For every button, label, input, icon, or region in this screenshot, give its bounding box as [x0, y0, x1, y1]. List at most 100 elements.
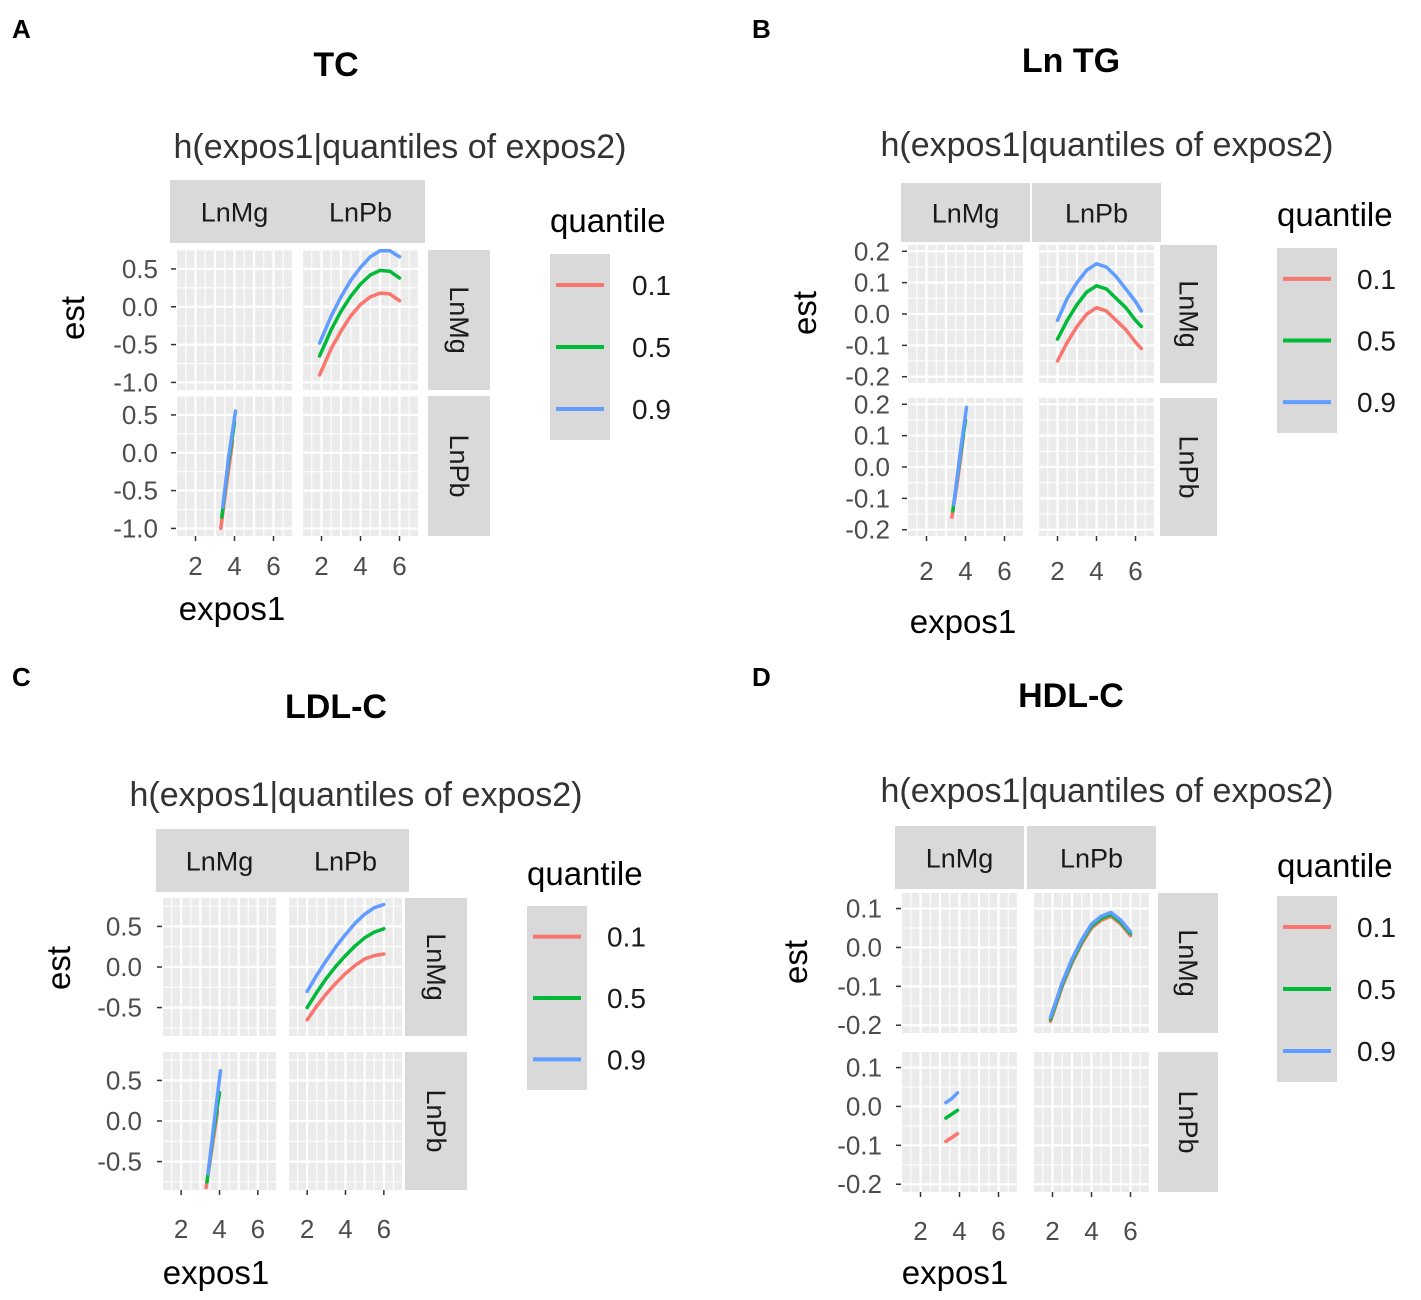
- facet-strip-row: [1158, 1052, 1218, 1192]
- x-tick-label: 2: [188, 551, 202, 581]
- plot-subtitle: h(expos1|quantiles of expos2): [880, 126, 1333, 164]
- facet-strip-row: [1160, 398, 1217, 536]
- y-tick-label: 0.5: [122, 254, 158, 284]
- y-tick-label: -1.0: [113, 367, 158, 397]
- y-tick-label: -0.5: [97, 993, 142, 1023]
- series-line-0.9: [952, 405, 969, 507]
- x-tick-label: 6: [377, 1214, 391, 1244]
- y-tick-label: 0.5: [122, 400, 158, 430]
- series-line-0.9: [317, 249, 402, 345]
- x-tick-label: 4: [952, 1216, 966, 1246]
- facet-strip-col: [282, 829, 409, 892]
- y-tick-label: 0.5: [106, 911, 142, 941]
- legend-label: 0.1: [607, 922, 646, 953]
- y-tick-label: -0.1: [845, 483, 890, 513]
- y-tick-label: 0.1: [854, 268, 890, 298]
- panel-title: HDL-C: [1018, 677, 1124, 715]
- y-axis-title: est: [786, 291, 823, 335]
- y-axis-title: est: [40, 946, 77, 990]
- legend-label: 0.5: [1357, 326, 1396, 357]
- y-tick-label: 0.0: [122, 292, 158, 322]
- series-line-0.1: [317, 291, 402, 377]
- facet-strip-row-label: LnMg: [421, 933, 451, 1001]
- panel-b: B Ln TG h(expos1|quantiles of expos2) LnMg L…: [752, 14, 1396, 640]
- y-tick-label: 0.0: [854, 299, 890, 329]
- facet-strip-col: [296, 180, 425, 243]
- panel-a: A TC h(expos1|quantiles of expos2) LnMg LnPb…: [12, 14, 671, 627]
- facet-strip-col: [901, 183, 1030, 242]
- x-tick-label: 4: [227, 551, 241, 581]
- x-tick-label: 4: [1089, 556, 1103, 586]
- legend-label: 0.9: [607, 1044, 646, 1075]
- x-tick-label: 4: [338, 1214, 352, 1244]
- panel-letter: B: [752, 14, 771, 44]
- facet-strip-col-label: LnMg: [926, 844, 994, 874]
- y-tick-label: 0.1: [846, 1053, 882, 1083]
- plot-subtitle: h(expos1|quantiles of expos2): [880, 772, 1333, 810]
- y-tick-label: 0.2: [854, 389, 890, 419]
- series-line-0.5: [1055, 284, 1144, 341]
- x-axis-title: expos1: [910, 603, 1016, 640]
- facet-strip-row: [405, 1052, 467, 1190]
- y-tick-label: 0.5: [106, 1065, 142, 1095]
- facet-strip-row-label: LnMg: [1174, 280, 1204, 348]
- y-tick-label: 0.0: [846, 1091, 882, 1121]
- series-line-0.9: [944, 1091, 960, 1105]
- y-tick-label: -0.5: [97, 1147, 142, 1177]
- facet-strip-row: [428, 250, 490, 390]
- legend-title: quantile: [1277, 196, 1393, 233]
- facet-strip-col: [170, 180, 299, 243]
- panel-letter: D: [752, 662, 771, 692]
- x-tick-label: 4: [353, 551, 367, 581]
- x-tick-label: 6: [997, 556, 1011, 586]
- y-tick-label: -0.1: [845, 330, 890, 360]
- facet-strip-col-label: LnPb: [314, 847, 377, 877]
- legend-label: 0.5: [632, 332, 671, 363]
- series-line-0.5: [944, 1108, 960, 1120]
- x-tick-label: 2: [919, 556, 933, 586]
- y-tick-label: -0.2: [837, 1010, 882, 1040]
- series-line-0.9: [305, 902, 386, 994]
- legend-label: 0.1: [1357, 912, 1396, 943]
- facet-strip-col: [895, 826, 1024, 889]
- x-tick-label: 2: [314, 551, 328, 581]
- legend-label: 0.1: [632, 270, 671, 301]
- series-line-0.9: [206, 1068, 223, 1176]
- facet-strip-col-label: LnPb: [1065, 199, 1128, 229]
- facet-strip-row-label: LnMg: [1173, 929, 1203, 997]
- legend-label: 0.5: [1357, 974, 1396, 1005]
- facet-strip-row: [405, 898, 467, 1036]
- facet-strip-col-label: LnPb: [1060, 844, 1123, 874]
- x-tick-label: 2: [300, 1214, 314, 1244]
- y-tick-label: 0.1: [846, 894, 882, 924]
- legend-label: 0.9: [1357, 1036, 1396, 1067]
- x-axis-title: expos1: [163, 1254, 269, 1291]
- x-tick-label: 2: [1045, 1216, 1059, 1246]
- y-tick-label: 0.0: [846, 932, 882, 962]
- facet-strip-col: [1032, 183, 1161, 242]
- facet-strip-row-label: LnMg: [444, 286, 474, 354]
- y-tick-label: -0.5: [113, 330, 158, 360]
- y-axis-title: est: [54, 296, 91, 340]
- facet-strip-row-label: LnPb: [1174, 435, 1204, 498]
- x-tick-label: 2: [913, 1216, 927, 1246]
- facet-strip-col: [1027, 826, 1156, 889]
- x-tick-label: 6: [1123, 1216, 1137, 1246]
- series-line-0.5: [317, 268, 402, 358]
- panel-c: C LDL-C h(expos1|quantiles of expos2) LnMg L…: [12, 662, 646, 1291]
- y-tick-label: -0.5: [113, 476, 158, 506]
- x-tick-label: 2: [174, 1214, 188, 1244]
- panel-title: Ln TG: [1022, 42, 1120, 80]
- x-tick-label: 6: [251, 1214, 265, 1244]
- panel-title: TC: [313, 46, 358, 84]
- facet-strip-row-label: LnPb: [444, 434, 474, 497]
- y-tick-label: 0.1: [854, 421, 890, 451]
- facet-strip-row: [1158, 893, 1218, 1033]
- y-tick-label: -0.2: [845, 362, 890, 392]
- y-tick-label: -0.2: [845, 515, 890, 545]
- legend-label: 0.1: [1357, 264, 1396, 295]
- panel-letter: C: [12, 662, 31, 692]
- panel-title: LDL-C: [285, 688, 387, 726]
- y-axis-title: est: [777, 940, 814, 984]
